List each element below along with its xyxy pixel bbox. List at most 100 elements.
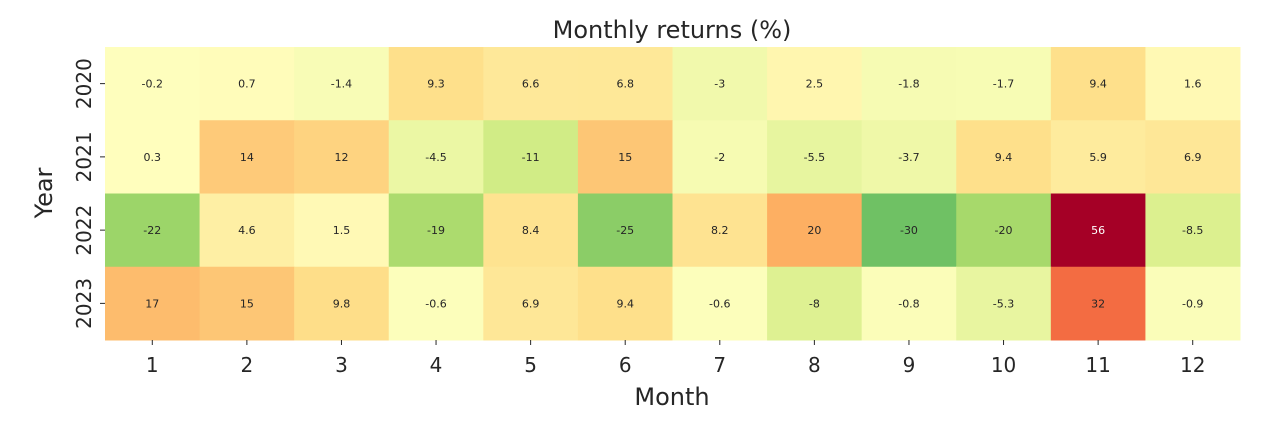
heatmap-cell	[1145, 120, 1241, 194]
cell-value-label: 9.4	[1089, 78, 1107, 91]
cell-value-label: 9.3	[427, 78, 445, 91]
cell-value-label: 8.4	[522, 224, 540, 237]
heatmap-cell	[1050, 193, 1146, 268]
cell-value-label: 1.6	[1184, 78, 1202, 91]
cell-value-label: -11	[522, 151, 540, 164]
x-tick-label: 5	[524, 353, 537, 377]
cell-value-label: 12	[334, 151, 348, 164]
x-tick-label: 6	[619, 353, 632, 377]
heatmap-cell	[199, 47, 295, 121]
heatmap-cell	[1050, 120, 1146, 194]
heatmap-cell	[388, 266, 484, 341]
x-tick-label: 3	[335, 353, 348, 377]
cell-value-label: -0.2	[142, 78, 163, 91]
heatmap-cell	[294, 47, 390, 121]
x-tick-label: 2	[241, 353, 254, 377]
heatmap-cell	[294, 266, 390, 341]
heatmap-cell	[577, 266, 673, 341]
cell-value-label: 32	[1091, 297, 1105, 310]
heatmap-cell	[672, 47, 768, 121]
cell-value-label: 56	[1091, 224, 1105, 237]
cell-value-label: 6.9	[1184, 151, 1202, 164]
heatmap-cell	[672, 193, 768, 268]
y-tick-label: 2021	[72, 131, 96, 182]
cell-value-label: -0.9	[1182, 297, 1203, 310]
cell-value-label: -3	[714, 78, 725, 91]
heatmap-cell	[956, 47, 1052, 121]
cell-value-label: -0.6	[709, 297, 730, 310]
x-tick-label: 11	[1085, 353, 1110, 377]
cell-value-label: 9.4	[616, 297, 634, 310]
cell-value-label: 0.7	[238, 78, 256, 91]
cell-value-label: -1.7	[993, 78, 1014, 91]
cell-value-label: -22	[143, 224, 161, 237]
cell-value-label: -25	[616, 224, 634, 237]
cell-value-label: -5.3	[993, 297, 1014, 310]
cell-value-label: 6.8	[616, 78, 634, 91]
cell-value-label: 8.2	[711, 224, 729, 237]
cell-value-label: -5.5	[804, 151, 825, 164]
heatmap-cell	[767, 266, 863, 341]
heatmap-cell	[1145, 47, 1241, 121]
heatmap-cell	[483, 120, 579, 194]
heatmap-cell	[1145, 193, 1241, 268]
x-tick-label: 1	[146, 353, 159, 377]
cell-value-label: -4.5	[425, 151, 446, 164]
heatmap-cell	[105, 266, 201, 341]
x-tick-label: 10	[991, 353, 1016, 377]
x-axis-ticks: 1 2 3 4 5 6 7 8 9 10 11 12	[146, 340, 1205, 377]
cell-value-label: 6.9	[522, 297, 540, 310]
cell-value-label: 17	[145, 297, 159, 310]
cell-value-label: -0.8	[898, 297, 919, 310]
heatmap-cell	[105, 120, 201, 194]
cell-value-label: -1.4	[331, 78, 352, 91]
heatmap-cell	[388, 47, 484, 121]
heatmap-cell	[199, 120, 295, 194]
heatmap-cell	[388, 120, 484, 194]
heatmap-cell	[672, 120, 768, 194]
heatmap-cell	[199, 193, 295, 268]
heatmap-cell	[577, 193, 673, 268]
heatmap-cell	[294, 120, 390, 194]
heatmap-cell	[861, 193, 957, 268]
x-axis-label: Month	[634, 383, 709, 411]
heatmap-cell	[767, 193, 863, 268]
heatmap-cell	[861, 266, 957, 341]
heatmap-cell	[767, 47, 863, 121]
heatmap-cell	[483, 47, 579, 121]
x-tick-label: 4	[430, 353, 443, 377]
cell-value-label: -0.6	[425, 297, 446, 310]
x-tick-label: 12	[1180, 353, 1205, 377]
y-axis-label: Year	[30, 167, 58, 219]
x-tick-label: 7	[713, 353, 726, 377]
cell-value-label: 2.5	[806, 78, 824, 91]
cell-value-label: 6.6	[522, 78, 540, 91]
cell-value-label: 20	[807, 224, 821, 237]
heatmap-cell	[577, 47, 673, 121]
cell-value-label: 15	[618, 151, 632, 164]
cell-value-label: 14	[240, 151, 254, 164]
heatmap-cell	[861, 47, 957, 121]
cell-value-label: 5.9	[1089, 151, 1107, 164]
cell-value-label: 9.8	[333, 297, 351, 310]
cell-value-label: -30	[900, 224, 918, 237]
cell-value-label: -20	[995, 224, 1013, 237]
heatmap-cells: -0.2 0.7 -1.4 9.3 6.6 6.8 -3 2.5 -1.8 -1.7 9.4 1.6 0…	[105, 47, 1241, 341]
heatmap-cell	[672, 266, 768, 341]
heatmap-cell	[767, 120, 863, 194]
cell-value-label: 0.3	[144, 151, 162, 164]
cell-value-label: -1.8	[898, 78, 919, 91]
cell-value-label: -8	[809, 297, 820, 310]
cell-value-label: 1.5	[333, 224, 351, 237]
cell-value-label: 15	[240, 297, 254, 310]
cell-value-label: -8.5	[1182, 224, 1203, 237]
cell-value-label: -3.7	[898, 151, 919, 164]
y-tick-label: 2022	[72, 205, 96, 256]
heatmap-cell	[956, 120, 1052, 194]
cell-value-label: 4.6	[238, 224, 256, 237]
cell-value-label: -2	[714, 151, 725, 164]
x-tick-label: 8	[808, 353, 821, 377]
heatmap-cell	[294, 193, 390, 268]
heatmap-cell	[861, 120, 957, 194]
